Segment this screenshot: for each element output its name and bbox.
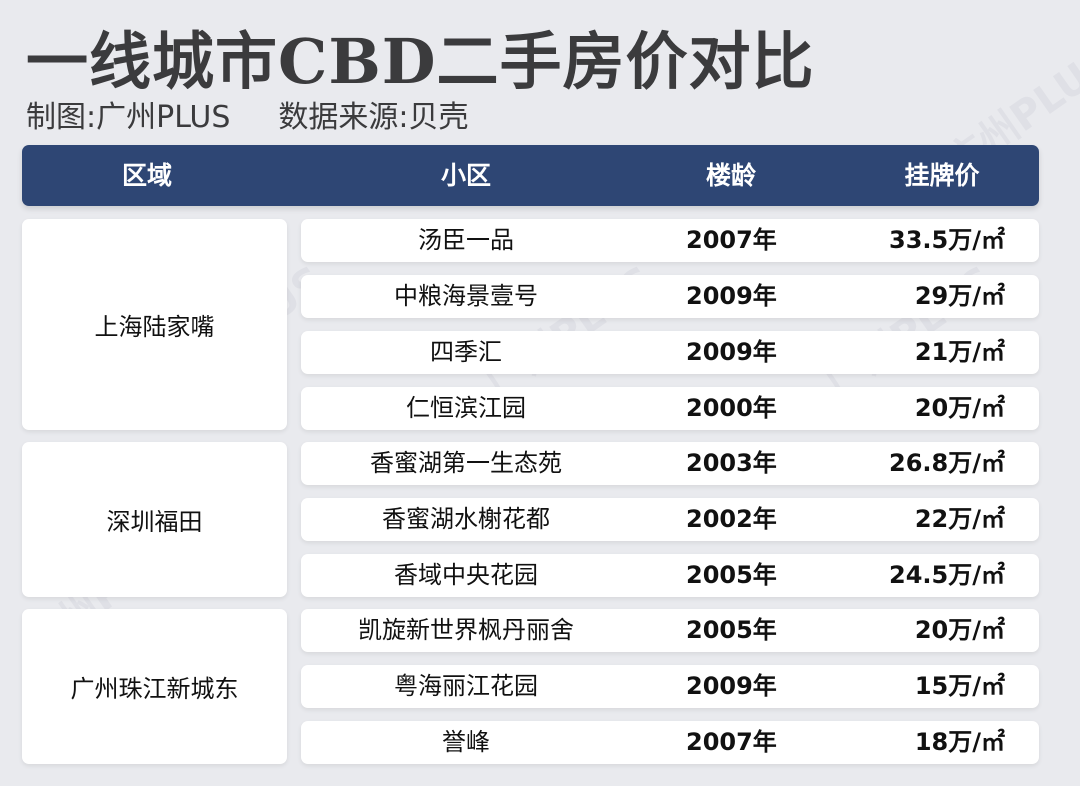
table-row: 香蜜湖第一生态苑 2003年 26.8万/㎡ [301, 442, 1039, 485]
region-group-guangzhou: 广州珠江新城东 凯旋新世界枫丹丽舍 2005年 20万/㎡ 粤海丽江花园 200… [22, 609, 1039, 764]
table-row: 中粮海景壹号 2009年 29万/㎡ [301, 275, 1039, 318]
building-year: 2007年 [686, 226, 777, 254]
header-building-age: 楼龄 [705, 161, 756, 190]
community-name: 香域中央花园 [394, 561, 538, 589]
region-group-shenzhen: 深圳福田 香蜜湖第一生态苑 2003年 26.8万/㎡ 香蜜湖水榭花都 2002… [22, 442, 1039, 597]
table-row: 凯旋新世界枫丹丽舍 2005年 20万/㎡ [301, 609, 1039, 652]
community-name: 四季汇 [430, 338, 502, 366]
listing-price: 20万/㎡ [914, 394, 1005, 422]
building-year: 2005年 [686, 616, 777, 644]
community-name: 誉峰 [442, 728, 490, 756]
table-header: 区域 小区 楼龄 挂牌价 [22, 145, 1039, 206]
header-community: 小区 [440, 161, 491, 190]
subtitle: 制图:广州PLUS 数据来源:贝壳 [26, 98, 469, 138]
community-name: 凯旋新世界枫丹丽舍 [358, 616, 574, 644]
community-name: 汤臣一品 [418, 226, 514, 254]
listing-price: 15万/㎡ [914, 672, 1005, 700]
community-name: 香蜜湖水榭花都 [382, 505, 550, 533]
header-listing-price: 挂牌价 [904, 161, 980, 190]
building-year: 2009年 [686, 672, 777, 700]
page-title: 一线城市CBD二手房价对比 [26, 25, 815, 98]
table-row: 仁恒滨江园 2000年 20万/㎡ [301, 387, 1039, 430]
building-year: 2003年 [686, 449, 777, 477]
listing-price: 20万/㎡ [914, 616, 1005, 644]
community-name: 粤海丽江花园 [394, 672, 538, 700]
listing-price: 22万/㎡ [914, 505, 1005, 533]
table-row: 香蜜湖水榭花都 2002年 22万/㎡ [301, 498, 1039, 541]
listing-price: 21万/㎡ [914, 338, 1005, 366]
table-row: 粤海丽江花园 2009年 15万/㎡ [301, 665, 1039, 708]
listing-price: 24.5万/㎡ [889, 561, 1005, 589]
listing-price: 33.5万/㎡ [889, 226, 1005, 254]
region-group-shanghai: 上海陆家嘴 汤臣一品 2007年 33.5万/㎡ 中粮海景壹号 2009年 29… [22, 219, 1039, 430]
header-region: 区域 [121, 161, 172, 190]
building-year: 2009年 [686, 338, 777, 366]
community-name: 香蜜湖第一生态苑 [370, 449, 562, 477]
source-text: 数据来源:贝壳 [278, 100, 469, 135]
table-row: 香域中央花园 2005年 24.5万/㎡ [301, 554, 1039, 597]
community-name: 仁恒滨江园 [406, 394, 526, 422]
table-row: 四季汇 2009年 21万/㎡ [301, 331, 1039, 374]
building-year: 2005年 [686, 561, 777, 589]
building-year: 2002年 [686, 505, 777, 533]
building-year: 2009年 [686, 282, 777, 310]
region-cell: 广州珠江新城东 [22, 609, 287, 764]
region-cell: 深圳福田 [22, 442, 287, 597]
credit-text: 制图:广州PLUS [26, 100, 231, 135]
listing-price: 26.8万/㎡ [889, 449, 1005, 477]
listing-price: 18万/㎡ [914, 728, 1005, 756]
listing-price: 29万/㎡ [914, 282, 1005, 310]
community-name: 中粮海景壹号 [394, 282, 538, 310]
building-year: 2007年 [686, 728, 777, 756]
table-row: 汤臣一品 2007年 33.5万/㎡ [301, 219, 1039, 262]
region-cell: 上海陆家嘴 [22, 219, 287, 430]
table-row: 誉峰 2007年 18万/㎡ [301, 721, 1039, 764]
building-year: 2000年 [686, 394, 777, 422]
